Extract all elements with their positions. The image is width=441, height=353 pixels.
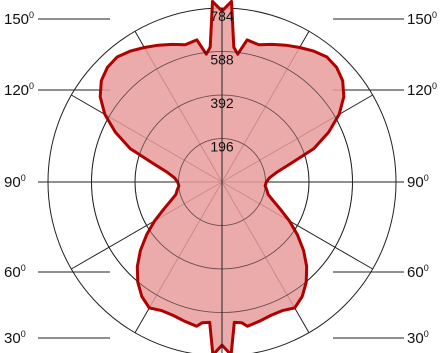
grid-ring-overlay <box>134 94 310 270</box>
angular-label: 1200 <box>407 81 437 99</box>
angular-label: 600 <box>4 263 26 281</box>
label-layer: 196 392 588 784 1500 1500 1200 1200 900 900 600 600… <box>4 8 437 347</box>
angular-label: 1500 <box>4 10 34 28</box>
radial-tick-label: 392 <box>210 95 234 111</box>
grid-ring-overlay <box>178 138 266 226</box>
series-layer <box>91 0 353 353</box>
angular-label: 300 <box>4 329 26 347</box>
grid-ring-overlay <box>91 51 353 313</box>
radial-tick-label: 196 <box>210 139 234 155</box>
radial-tick-label: 588 <box>210 52 234 68</box>
angular-label: 300 <box>407 329 429 347</box>
angular-label: 900 <box>407 173 429 191</box>
angular-label: 600 <box>407 263 429 281</box>
angular-label: 1500 <box>407 10 437 28</box>
angular-label: 1200 <box>4 81 34 99</box>
angular-label: 900 <box>4 173 26 191</box>
radial-tick-label: 784 <box>210 8 234 24</box>
